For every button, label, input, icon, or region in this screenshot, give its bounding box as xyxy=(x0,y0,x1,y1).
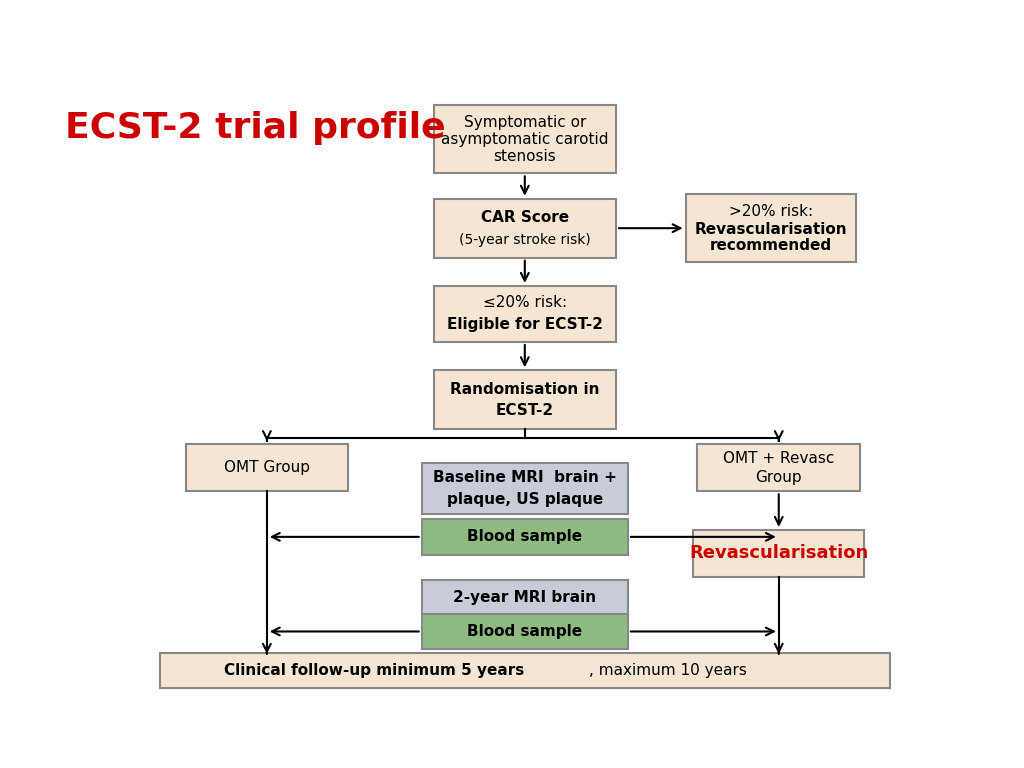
Text: 2-year MRI brain: 2-year MRI brain xyxy=(454,591,596,605)
Text: , maximum 10 years: , maximum 10 years xyxy=(589,663,746,678)
FancyBboxPatch shape xyxy=(685,194,856,262)
FancyBboxPatch shape xyxy=(422,614,628,649)
FancyBboxPatch shape xyxy=(185,444,348,492)
FancyBboxPatch shape xyxy=(422,463,628,514)
Text: CAR Score: CAR Score xyxy=(480,210,569,225)
Text: Randomisation in: Randomisation in xyxy=(451,382,599,396)
FancyBboxPatch shape xyxy=(433,286,616,342)
FancyBboxPatch shape xyxy=(433,370,616,429)
Text: >20% risk:: >20% risk: xyxy=(729,204,813,219)
FancyBboxPatch shape xyxy=(160,653,890,688)
Text: Group: Group xyxy=(756,470,802,485)
Text: recommended: recommended xyxy=(710,238,831,253)
Text: Eligible for ECST-2: Eligible for ECST-2 xyxy=(446,317,603,332)
Text: ECST-2: ECST-2 xyxy=(496,402,554,418)
Text: Revascularisation: Revascularisation xyxy=(694,222,847,237)
Text: (5-year stroke risk): (5-year stroke risk) xyxy=(459,233,591,247)
FancyBboxPatch shape xyxy=(422,519,628,554)
Text: plaque, US plaque: plaque, US plaque xyxy=(446,492,603,507)
Text: OMT Group: OMT Group xyxy=(224,460,310,475)
Text: ECST-2 trial profile: ECST-2 trial profile xyxy=(65,111,445,144)
FancyBboxPatch shape xyxy=(433,105,616,174)
Text: Revascularisation: Revascularisation xyxy=(689,545,868,562)
FancyBboxPatch shape xyxy=(697,444,860,492)
FancyBboxPatch shape xyxy=(422,580,628,615)
Text: ≤20% risk:: ≤20% risk: xyxy=(482,295,567,310)
FancyBboxPatch shape xyxy=(433,199,616,258)
Text: Baseline MRI  brain +: Baseline MRI brain + xyxy=(433,470,616,485)
Text: Symptomatic or
asymptomatic carotid
stenosis: Symptomatic or asymptomatic carotid sten… xyxy=(441,114,608,164)
FancyBboxPatch shape xyxy=(693,530,864,577)
Text: Clinical follow-up minimum 5 years: Clinical follow-up minimum 5 years xyxy=(224,663,524,678)
Text: Blood sample: Blood sample xyxy=(467,624,583,639)
Text: OMT + Revasc: OMT + Revasc xyxy=(723,451,835,465)
Text: Blood sample: Blood sample xyxy=(467,529,583,545)
